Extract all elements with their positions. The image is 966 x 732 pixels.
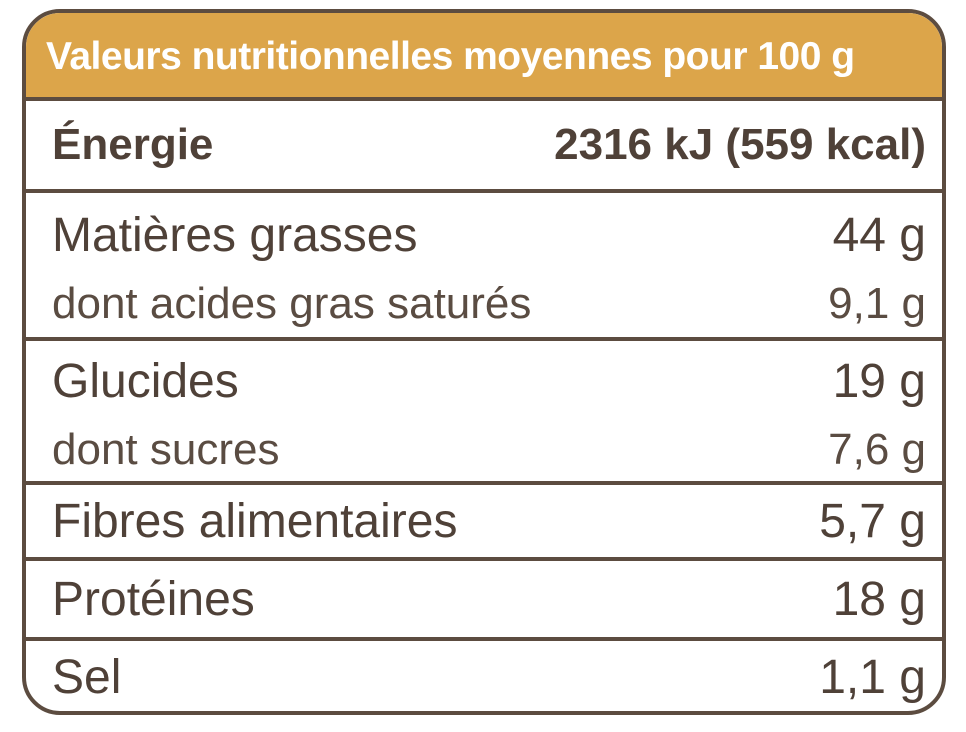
carbohydrates-value: 19 g: [832, 354, 926, 408]
salt-row: Sel 1,1 g: [26, 641, 942, 711]
nutrition-facts-table: Valeurs nutritionnelles moyennes pour 10…: [22, 9, 946, 715]
carbohydrates-label: Glucides: [52, 354, 239, 408]
sugars-value: 7,6 g: [828, 425, 926, 474]
salt-line: Sel 1,1 g: [52, 641, 926, 711]
fiber-row: Fibres alimentaires 5,7 g: [26, 485, 942, 561]
protein-label: Protéines: [52, 572, 255, 626]
saturated-fat-line: dont acides gras saturés 9,1 g: [52, 271, 926, 337]
saturated-fat-value: 9,1 g: [828, 279, 926, 328]
fat-line: Matières grasses 44 g: [52, 193, 926, 271]
salt-value: 1,1 g: [819, 650, 926, 704]
carbohydrates-row: Glucides 19 g dont sucres 7,6 g: [26, 341, 942, 485]
fat-value: 44 g: [832, 208, 926, 262]
fat-label: Matières grasses: [52, 208, 418, 262]
fat-row: Matières grasses 44 g dont acides gras s…: [26, 193, 942, 341]
nutrition-title: Valeurs nutritionnelles moyennes pour 10…: [26, 13, 942, 101]
fiber-value: 5,7 g: [819, 494, 926, 548]
protein-value: 18 g: [832, 572, 926, 626]
carbohydrates-line: Glucides 19 g: [52, 341, 926, 417]
saturated-fat-label: dont acides gras saturés: [52, 279, 532, 328]
fiber-label: Fibres alimentaires: [52, 494, 458, 548]
energy-label: Énergie: [52, 120, 214, 169]
protein-line: Protéines 18 g: [52, 561, 926, 637]
sugars-line: dont sucres 7,6 g: [52, 417, 926, 483]
salt-label: Sel: [52, 650, 122, 704]
fiber-line: Fibres alimentaires 5,7 g: [52, 485, 926, 557]
protein-row: Protéines 18 g: [26, 561, 942, 641]
energy-value: 2316 kJ (559 kcal): [554, 120, 926, 169]
energy-line: Énergie 2316 kJ (559 kcal): [52, 101, 926, 189]
sugars-label: dont sucres: [52, 425, 280, 474]
energy-row: Énergie 2316 kJ (559 kcal): [26, 101, 942, 193]
